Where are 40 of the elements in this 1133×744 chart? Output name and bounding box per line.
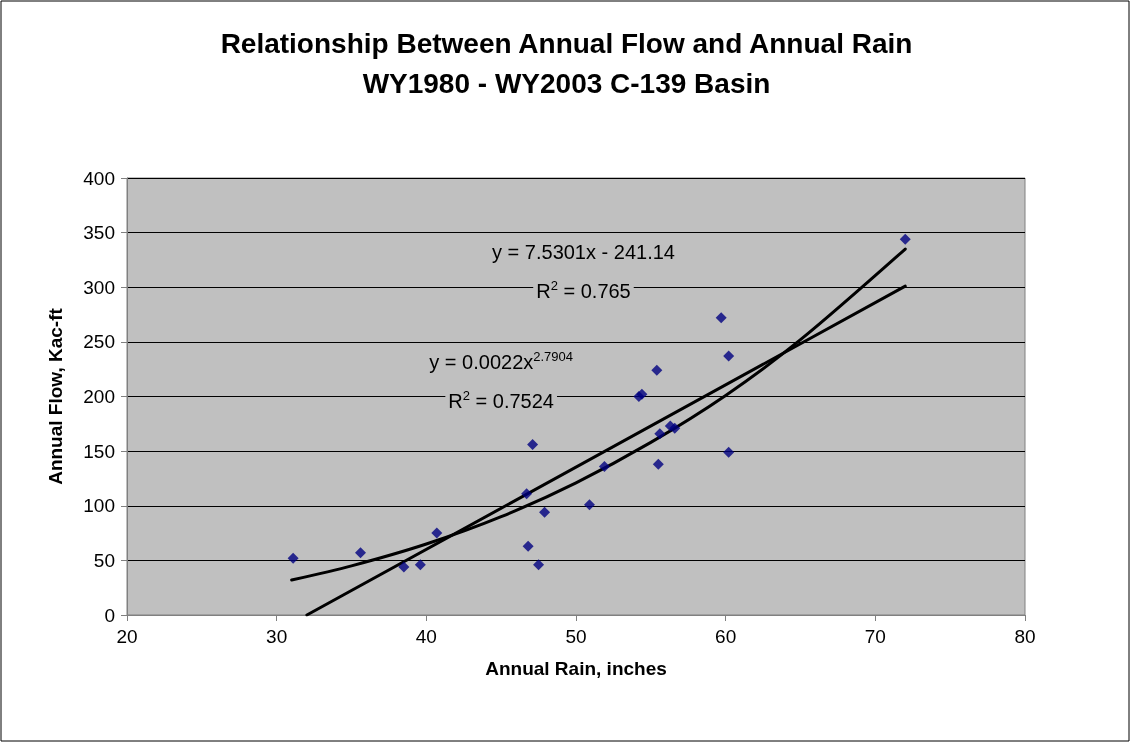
point xyxy=(651,364,663,376)
y-tick-label: 400 xyxy=(83,167,115,189)
point xyxy=(431,527,443,539)
point xyxy=(539,506,551,518)
y-tick-label: 350 xyxy=(83,222,115,244)
point xyxy=(669,422,681,434)
point xyxy=(652,458,664,470)
point xyxy=(521,488,533,500)
x-tick-label: 40 xyxy=(415,626,437,647)
y-tick-label: 250 xyxy=(83,331,115,353)
y-tick-label: 150 xyxy=(83,440,115,462)
point xyxy=(899,233,911,245)
point xyxy=(354,547,366,559)
point xyxy=(654,428,666,440)
point xyxy=(723,446,735,458)
point xyxy=(715,312,727,324)
point xyxy=(598,460,610,472)
y-tick-label: 0 xyxy=(104,604,115,626)
point xyxy=(522,540,534,552)
point xyxy=(398,561,410,573)
x-tick-label: 20 xyxy=(116,626,138,647)
y-tick-label: 50 xyxy=(93,549,115,571)
x-tick-label: 50 xyxy=(565,626,587,647)
x-axis-title: Annual Rain, inches xyxy=(485,658,667,679)
point xyxy=(723,350,735,362)
y-tick-label: 200 xyxy=(83,386,115,407)
point xyxy=(583,499,595,511)
chart-title: Relationship Between Annual Flow and Annual Rain WY1980 - WY2003 C-139 Basin xyxy=(220,27,913,99)
x-tick-label: 80 xyxy=(1014,626,1036,647)
x-tick-label: 30 xyxy=(266,626,288,647)
y-tick-label: 100 xyxy=(83,495,115,517)
x-tick-label: 70 xyxy=(864,626,886,647)
point xyxy=(527,439,539,451)
point xyxy=(533,559,545,571)
y-tick-label: 300 xyxy=(83,276,115,298)
y-axis-title: Annual Flow, Kac-ft xyxy=(45,307,66,485)
point xyxy=(287,552,299,564)
annotation: y = 7.5301x - 241.14 xyxy=(492,241,675,264)
point xyxy=(414,559,426,571)
x-tick-label: 60 xyxy=(715,626,737,647)
